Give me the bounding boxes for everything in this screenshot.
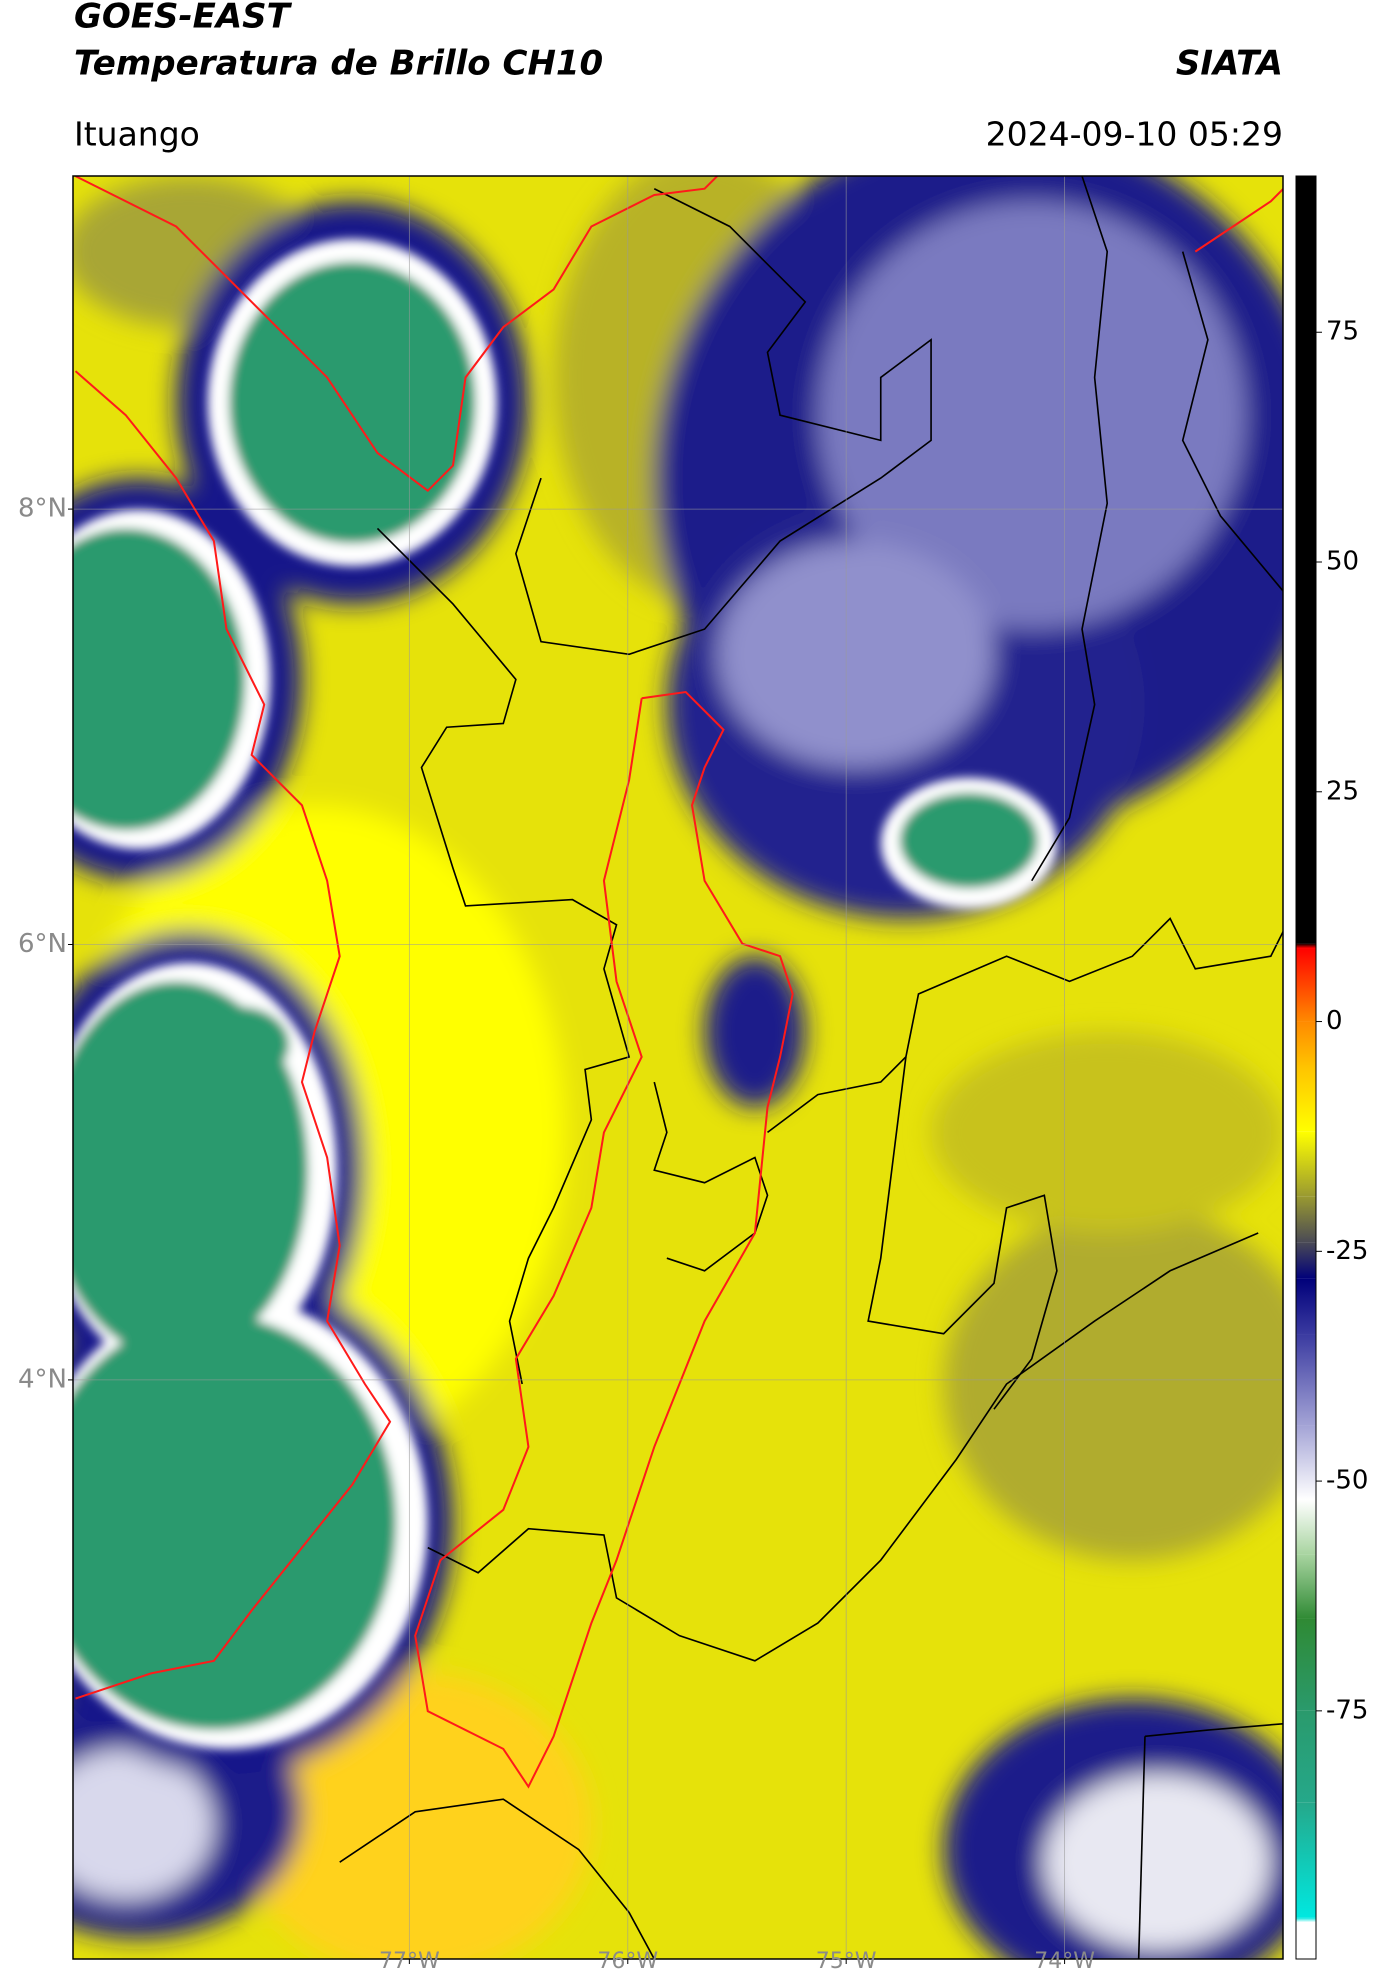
colorbar-tick-label: -50 xyxy=(1326,1466,1368,1496)
colorbar-segment xyxy=(1296,948,1316,1022)
title: GOES-EAST xyxy=(74,0,293,37)
colorbar-tick-label: 50 xyxy=(1326,547,1359,577)
colorbar-tick-label: 75 xyxy=(1326,317,1359,347)
colorbar-segment xyxy=(1296,943,1316,949)
colorbar-segment xyxy=(1296,1334,1316,1426)
colorbar-segment xyxy=(1296,1802,1316,1918)
colorbar-segment xyxy=(1296,1922,1316,1959)
colorbar-segment xyxy=(1296,1067,1316,1132)
colorbar-segment xyxy=(1296,1131,1316,1197)
satellite-image xyxy=(73,176,1283,1959)
colorbar-segment xyxy=(1296,1618,1316,1711)
x-tick-label: 76°W xyxy=(597,1949,658,1974)
subtitle: Temperatura de Brillo CH10 xyxy=(74,44,603,84)
y-tick-label: 4°N xyxy=(18,1364,67,1394)
y-tick-label: 8°N xyxy=(18,494,67,524)
colorbar-tick-label: 25 xyxy=(1326,776,1359,806)
colorbar-segment xyxy=(1296,1196,1316,1243)
y-tick-label: 6°N xyxy=(18,929,67,959)
x-tick-label: 77°W xyxy=(379,1949,440,1974)
colorbar-tick-label: 0 xyxy=(1326,1006,1343,1036)
colorbar-tick-label: -75 xyxy=(1326,1695,1368,1725)
colorbar-segment xyxy=(1296,1499,1316,1555)
source: SIATA xyxy=(1176,44,1283,84)
colorbar-segment xyxy=(1296,1554,1316,1619)
colorbar-segment xyxy=(1296,1021,1316,1068)
colorbar-segment xyxy=(1296,176,1316,944)
colorbar-segment xyxy=(1296,1710,1316,1803)
colorbar-segment xyxy=(1296,1278,1316,1335)
location: Ituango xyxy=(74,115,200,154)
colorbar-tick-label: -25 xyxy=(1326,1236,1368,1266)
x-tick-label: 74°W xyxy=(1034,1949,1095,1974)
map-frame xyxy=(72,175,1284,1960)
colorbar-segment xyxy=(1296,1242,1316,1279)
x-tick-label: 75°W xyxy=(816,1949,877,1974)
colorbar-segment xyxy=(1296,1425,1316,1500)
colorbar-frame xyxy=(1295,175,1317,1960)
colorbar-segment xyxy=(1296,1917,1316,1923)
datetime: 2024-09-10 05:29 xyxy=(986,115,1283,154)
